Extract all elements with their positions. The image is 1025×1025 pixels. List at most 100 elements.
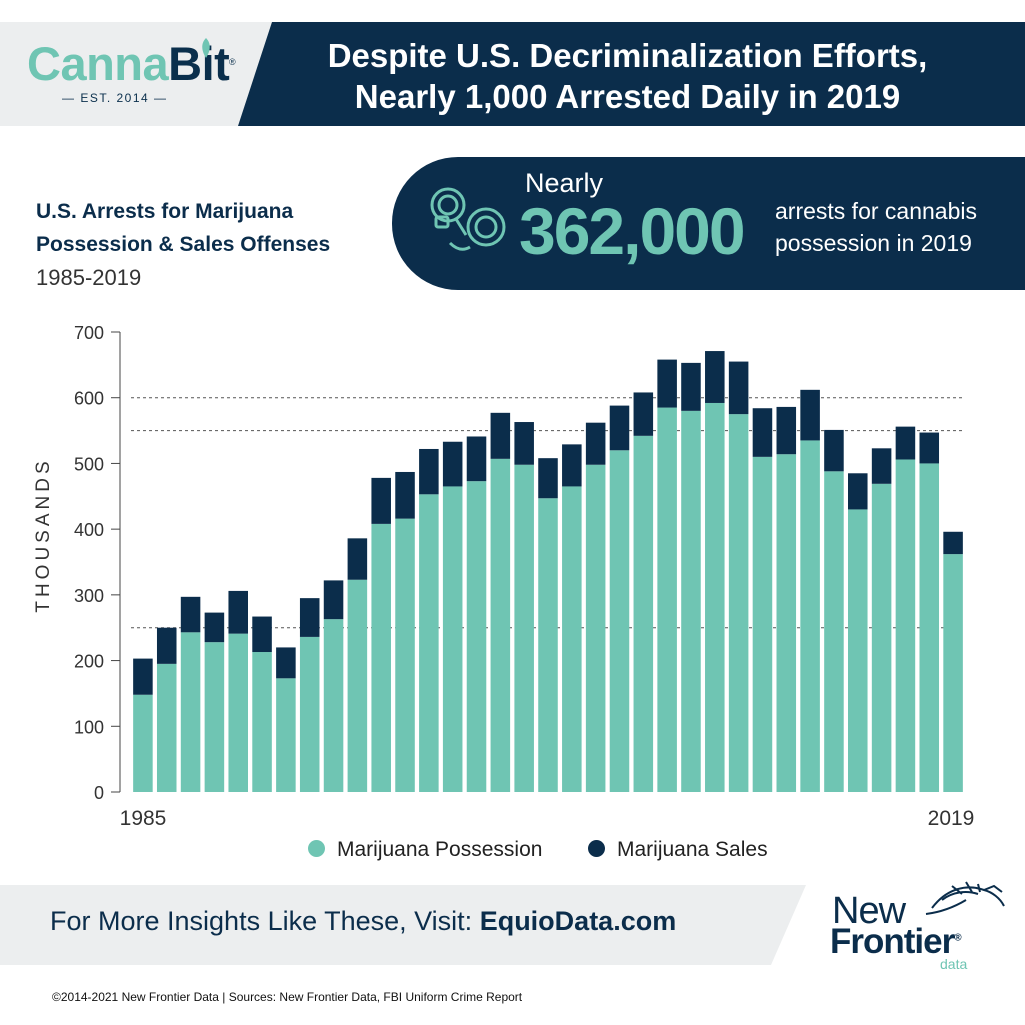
- bar-possession: [633, 435, 654, 792]
- bar-possession: [252, 652, 272, 792]
- x-axis-label-start: 1985: [120, 807, 167, 830]
- chart-year-range: 1985-2019: [36, 265, 142, 290]
- header-banner: [238, 22, 1025, 126]
- bar-possession: [514, 464, 534, 792]
- y-axis-label: THOUSANDS: [33, 457, 54, 612]
- legend-swatch-possession: [308, 840, 325, 857]
- bar-sales: [657, 359, 677, 408]
- bar-possession: [371, 523, 391, 792]
- bar-possession: [180, 632, 201, 792]
- legend-item-sales: Marijuana Sales: [588, 838, 768, 862]
- bar-sales: [824, 429, 844, 472]
- bar-sales: [490, 412, 511, 459]
- stat-description-line-1: arrests for cannabis: [775, 198, 977, 224]
- bar-sales: [943, 531, 963, 555]
- bar-possession: [585, 464, 606, 792]
- stat-callout: [392, 157, 1025, 290]
- logo-word-data: data: [940, 956, 968, 972]
- bar-sales: [514, 422, 534, 465]
- bar-possession: [133, 694, 153, 792]
- bar-sales: [133, 658, 153, 695]
- chart-subtitle: U.S. Arrests for Marijuana Possession & …: [36, 195, 336, 291]
- bar-possession: [395, 518, 415, 792]
- title-line-1: Despite U.S. Decriminalization Efforts,: [327, 37, 928, 74]
- bar-sales: [800, 389, 820, 441]
- bar-possession: [800, 440, 820, 792]
- bar-sales: [728, 361, 749, 415]
- title-line-2: Nearly 1,000 Arrested Daily in 2019: [354, 78, 901, 115]
- logo-word-new: New: [832, 890, 906, 932]
- logo-registered-mark: ®: [229, 57, 236, 67]
- stat-description: arrests for cannabis possession in 2019: [775, 195, 977, 259]
- bar-sales: [538, 458, 558, 499]
- bar-sales: [466, 436, 487, 482]
- bar-sales: [228, 590, 248, 634]
- bar-possession: [919, 463, 940, 792]
- logo-established: — EST. 2014 —: [62, 91, 168, 105]
- bar-possession: [466, 481, 487, 792]
- bar-sales: [633, 392, 654, 436]
- bar-possession: [943, 554, 963, 792]
- bar-possession: [276, 678, 296, 792]
- logo-part-bit: Bit: [168, 37, 230, 90]
- bar-sales: [442, 441, 463, 487]
- bar-possession: [824, 471, 844, 792]
- bar-possession: [895, 459, 916, 792]
- footer-cta-text: For More Insights Like These, Visit:: [50, 906, 480, 936]
- bar-sales: [419, 448, 439, 495]
- logo-word-frontier-text: Frontier: [830, 922, 955, 961]
- bar-sales: [323, 580, 344, 620]
- chart-title: U.S. Arrests for Marijuana Possession & …: [36, 195, 336, 261]
- horse-icon: [925, 881, 1005, 915]
- footer-link[interactable]: EquioData.com: [479, 906, 677, 936]
- bar-possession: [752, 456, 773, 792]
- y-tick-label: 0: [94, 783, 104, 803]
- bar-possession: [657, 407, 677, 792]
- y-tick-label: 600: [74, 389, 104, 409]
- logo-part-canna: Canna: [27, 37, 169, 90]
- bar-sales: [562, 444, 582, 487]
- footer-call-to-action: For More Insights Like These, Visit: Equ…: [50, 906, 676, 937]
- y-tick-label: 500: [74, 454, 104, 474]
- bar-sales: [204, 612, 225, 643]
- stat-value: 362,000: [519, 194, 746, 268]
- bar-sales: [371, 477, 391, 524]
- x-axis-label-end: 2019: [928, 807, 975, 830]
- bar-possession: [609, 450, 630, 792]
- logo-registered-mark-nfd: ®: [954, 932, 961, 944]
- y-tick-label: 700: [74, 323, 104, 343]
- legend-label-possession: Marijuana Possession: [337, 838, 543, 861]
- legend-item-possession: Marijuana Possession: [308, 838, 542, 862]
- bar-possession: [776, 454, 797, 792]
- stacked-bar-chart: 0 100 200 300 400 500 600 700 THOUSANDS 1985 20…: [33, 323, 975, 830]
- bar-sales: [895, 426, 916, 460]
- bar-sales: [156, 627, 177, 664]
- footer-band: [0, 885, 806, 965]
- new-frontier-data-logo: New Frontier® data: [826, 880, 1016, 980]
- bar-possession: [728, 414, 749, 792]
- bar-sales: [180, 596, 201, 633]
- bar-sales: [705, 351, 725, 403]
- bar-possession: [228, 633, 248, 792]
- bar-possession: [848, 509, 868, 792]
- bar-sales: [776, 406, 797, 455]
- y-tick-label: 400: [74, 520, 104, 540]
- legend-swatch-sales: [588, 840, 605, 857]
- bar-sales: [752, 408, 773, 457]
- chart-title-line-2: Possession & Sales Offenses: [36, 233, 331, 256]
- bar-possession: [538, 498, 558, 792]
- bar-possession: [562, 486, 582, 792]
- bar-possession: [705, 402, 725, 792]
- stat-prefix: Nearly: [525, 168, 604, 198]
- chart-title-line-1: U.S. Arrests for Marijuana: [36, 200, 294, 223]
- bar-sales: [609, 405, 630, 451]
- bar-possession: [871, 483, 892, 792]
- bar-sales: [299, 598, 320, 637]
- y-tick-label: 200: [74, 652, 104, 672]
- bar-sales: [395, 471, 415, 519]
- bar-sales: [252, 616, 272, 653]
- bars: [133, 351, 963, 792]
- legend-label-sales: Marijuana Sales: [617, 838, 768, 861]
- handcuffs-icon: [430, 187, 506, 251]
- y-axis: 0 100 200 300 400 500 600 700: [74, 323, 121, 803]
